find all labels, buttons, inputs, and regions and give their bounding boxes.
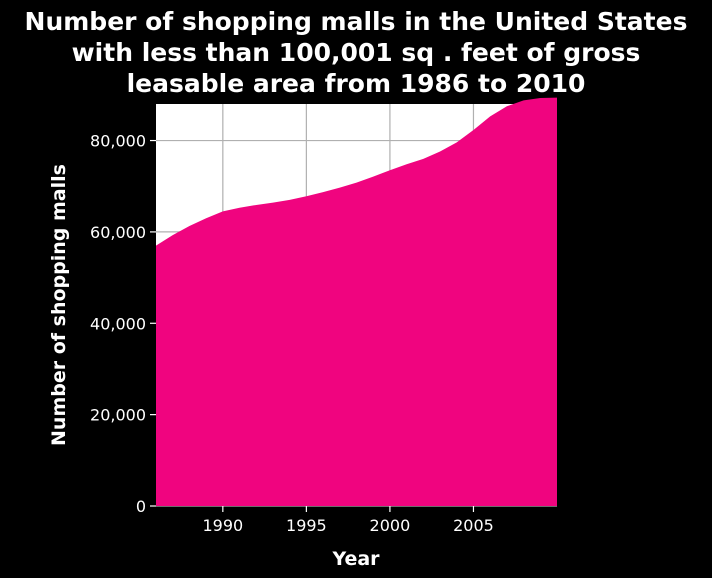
chart-title-line-1: Number of shopping malls in the United S… — [25, 7, 688, 36]
x-tick-label: 1995 — [286, 516, 327, 535]
area-series — [156, 97, 557, 506]
chart-title-line-2: with less than 100,001 sq . feet of gros… — [72, 38, 641, 67]
axis-ticks: 1990 1995 2000 2005 0 20,000 40,000 60,000 80,00… — [90, 132, 494, 535]
x-tick-label: 1990 — [202, 516, 243, 535]
y-tick-label: 60,000 — [90, 223, 146, 242]
y-tick-label: 0 — [136, 497, 146, 516]
chart-title: Number of shopping malls in the United S… — [25, 7, 688, 98]
y-axis-label: Number of shopping malls — [48, 164, 70, 446]
x-tick-label: 2005 — [453, 516, 494, 535]
y-tick-label: 40,000 — [90, 314, 146, 333]
chart-title-line-3: leasable area from 1986 to 2010 — [127, 69, 586, 98]
x-axis-label: Year — [331, 548, 380, 570]
y-tick-label: 20,000 — [90, 406, 146, 425]
y-tick-label: 80,000 — [90, 132, 146, 151]
area-fill — [156, 97, 557, 506]
x-tick-label: 2000 — [370, 516, 411, 535]
